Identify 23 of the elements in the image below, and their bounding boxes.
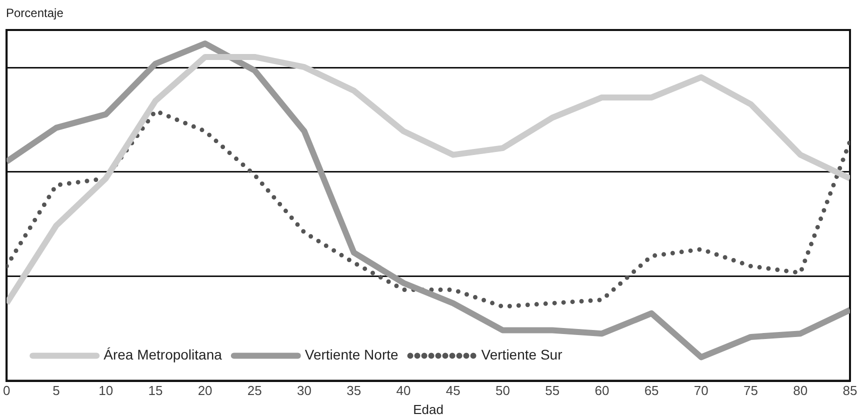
x-tick-label: 25 bbox=[247, 383, 262, 398]
legend-label: Vertiente Sur bbox=[481, 346, 563, 363]
x-tick-label: 60 bbox=[594, 383, 610, 398]
legend-label: Vertiente Norte bbox=[304, 346, 399, 363]
legend-label: Área Metropolitana bbox=[104, 346, 222, 363]
x-tick-label: 50 bbox=[495, 383, 510, 398]
x-tick-label: 70 bbox=[694, 383, 708, 398]
x-tick-label: 75 bbox=[744, 383, 758, 398]
x-tick-label: 30 bbox=[297, 383, 312, 398]
x-tick-label: 40 bbox=[396, 383, 411, 398]
x-tick-label: 65 bbox=[644, 383, 659, 398]
x-tick-label: 15 bbox=[148, 383, 163, 398]
x-tick-label: 20 bbox=[198, 383, 212, 398]
x-tick-label: 0 bbox=[3, 383, 10, 398]
x-tick-label: 35 bbox=[346, 383, 362, 398]
x-tick-label: 5 bbox=[52, 383, 60, 398]
x-tick-label: 10 bbox=[98, 383, 114, 398]
x-tick-label: 45 bbox=[446, 383, 460, 398]
y-axis-title: Porcentaje bbox=[6, 6, 64, 20]
x-axis-title: Edad bbox=[413, 402, 444, 417]
x-tick-label: 85 bbox=[842, 383, 858, 398]
x-tick-label: 80 bbox=[793, 383, 808, 398]
x-tick-label: 55 bbox=[545, 383, 560, 398]
